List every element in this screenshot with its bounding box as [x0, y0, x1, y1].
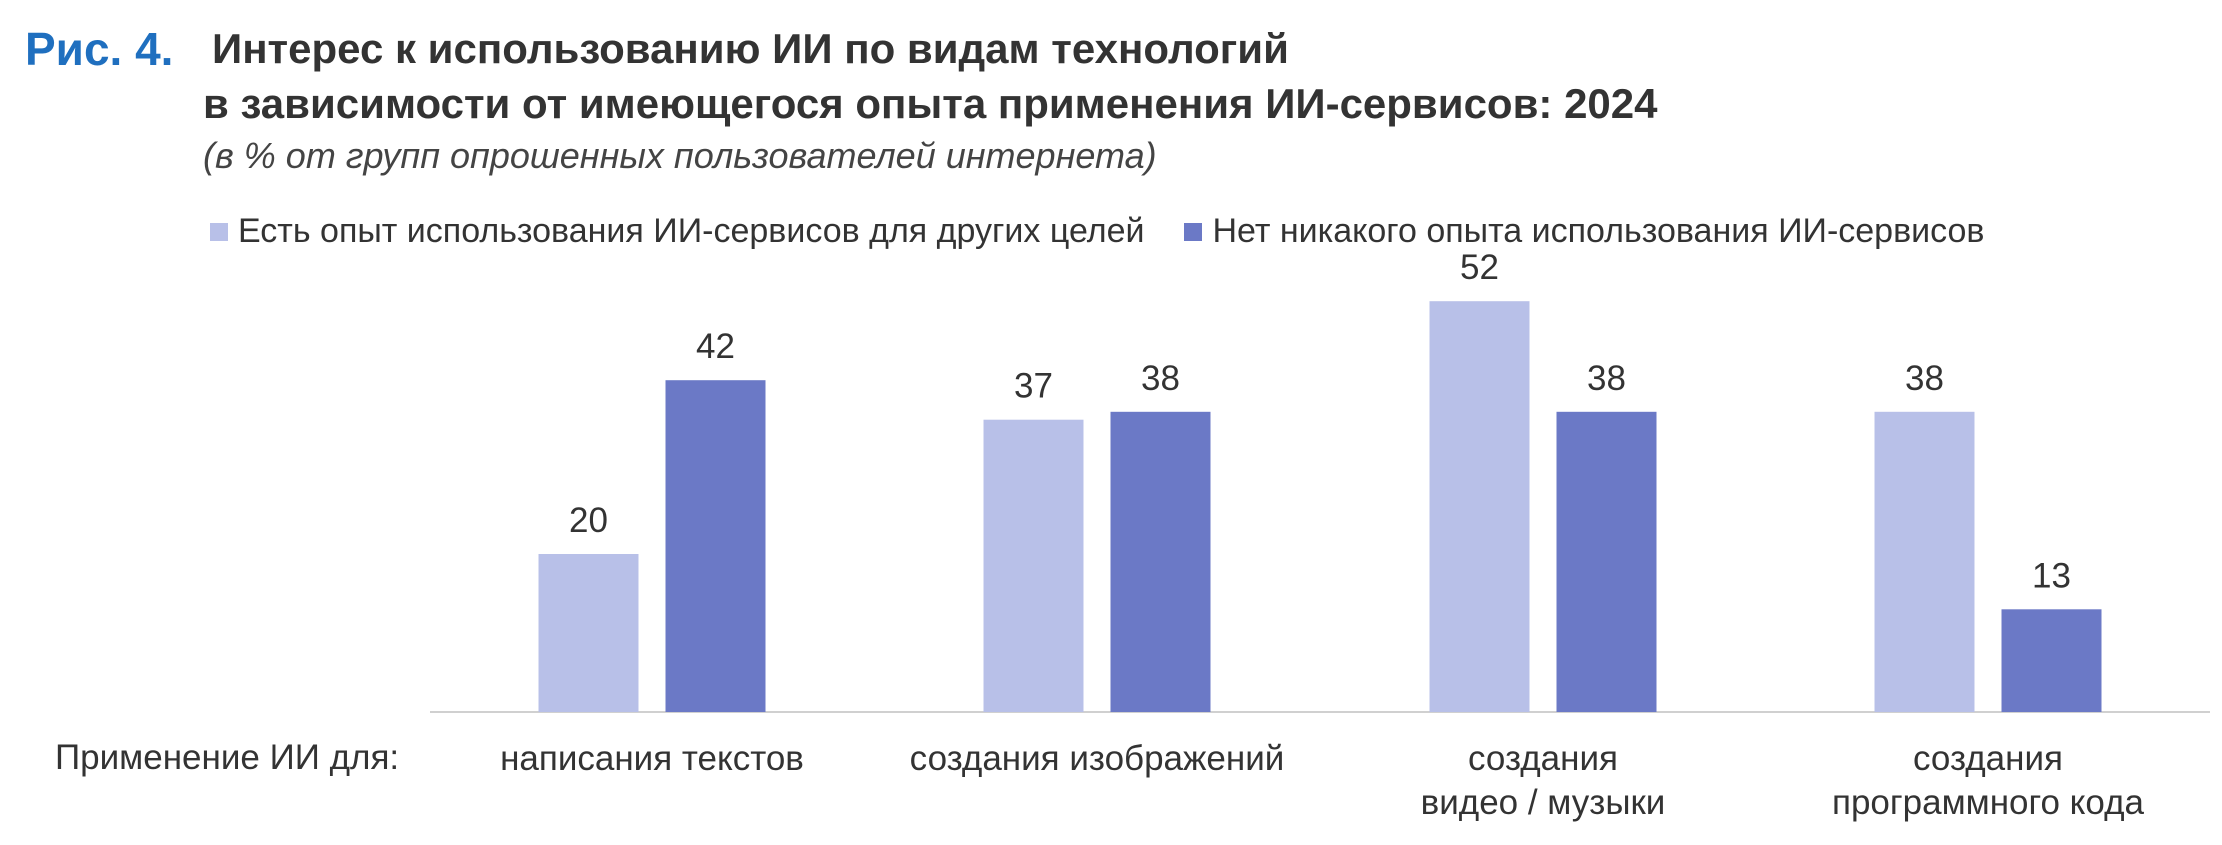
legend-item-no-experience: Нет никакого опыта использования ИИ-серв…: [1184, 212, 1985, 251]
legend-label-with-experience: Есть опыт использования ИИ-сервисов для …: [238, 212, 1145, 250]
data-label-no-experience-1: 38: [1141, 359, 1180, 398]
chart-title-line-2: в зависимости от имеющегося опыта примен…: [203, 80, 1658, 127]
data-label-with-experience-1: 37: [1014, 367, 1053, 406]
chart-subtitle: (в % от групп опрошенных пользователей и…: [203, 135, 1157, 176]
bar-with-experience-1: [983, 419, 1084, 712]
chart-title-line-1: Интерес к использованию ИИ по видам техн…: [212, 25, 1289, 72]
legend-item-with-experience: Есть опыт использования ИИ-сервисов для …: [210, 212, 1144, 251]
legend-swatch-with-experience: [210, 222, 228, 241]
category-label-1-line-0: создания изображений: [909, 739, 1285, 778]
data-label-no-experience-0: 42: [696, 327, 735, 366]
bar-no-experience-0: [665, 380, 766, 712]
data-label-no-experience-3: 13: [2032, 556, 2071, 595]
category-label-2: создания видео / музыки: [1353, 737, 1733, 825]
legend-label-no-experience: Нет никакого опыта использования ИИ-серв…: [1212, 212, 1985, 250]
category-label-0: написания текстов: [462, 737, 842, 781]
category-label-3-line-0: создания: [1913, 739, 2063, 778]
data-label-with-experience-2: 52: [1460, 248, 1499, 287]
category-label-3-line-1: программного кода: [1832, 783, 2144, 822]
category-label-2-line-1: видео / музыки: [1420, 783, 1666, 822]
data-label-no-experience-2: 38: [1587, 359, 1626, 398]
bar-with-experience-0: [538, 554, 639, 712]
bar-with-experience-3: [1874, 411, 1975, 712]
bar-no-experience-1: [1110, 411, 1211, 712]
category-label-1: создания изображений: [907, 737, 1287, 781]
category-label-2-line-0: создания: [1468, 739, 1618, 778]
data-label-with-experience-3: 38: [1905, 359, 1944, 398]
bar-no-experience-3: [2001, 609, 2102, 712]
category-label-3: создания программного кода: [1798, 737, 2178, 825]
figure-label: Рис. 4.: [25, 23, 174, 75]
x-axis-row-label: Применение ИИ для:: [55, 738, 400, 777]
legend-swatch-no-experience: [1184, 222, 1203, 241]
bar-with-experience-2: [1429, 301, 1530, 712]
legend: Есть опыт использования ИИ-сервисов для …: [210, 212, 2025, 251]
category-label-0-line-0: написания текстов: [500, 739, 804, 778]
data-label-with-experience-0: 20: [569, 501, 608, 540]
bar-no-experience-2: [1556, 411, 1657, 712]
